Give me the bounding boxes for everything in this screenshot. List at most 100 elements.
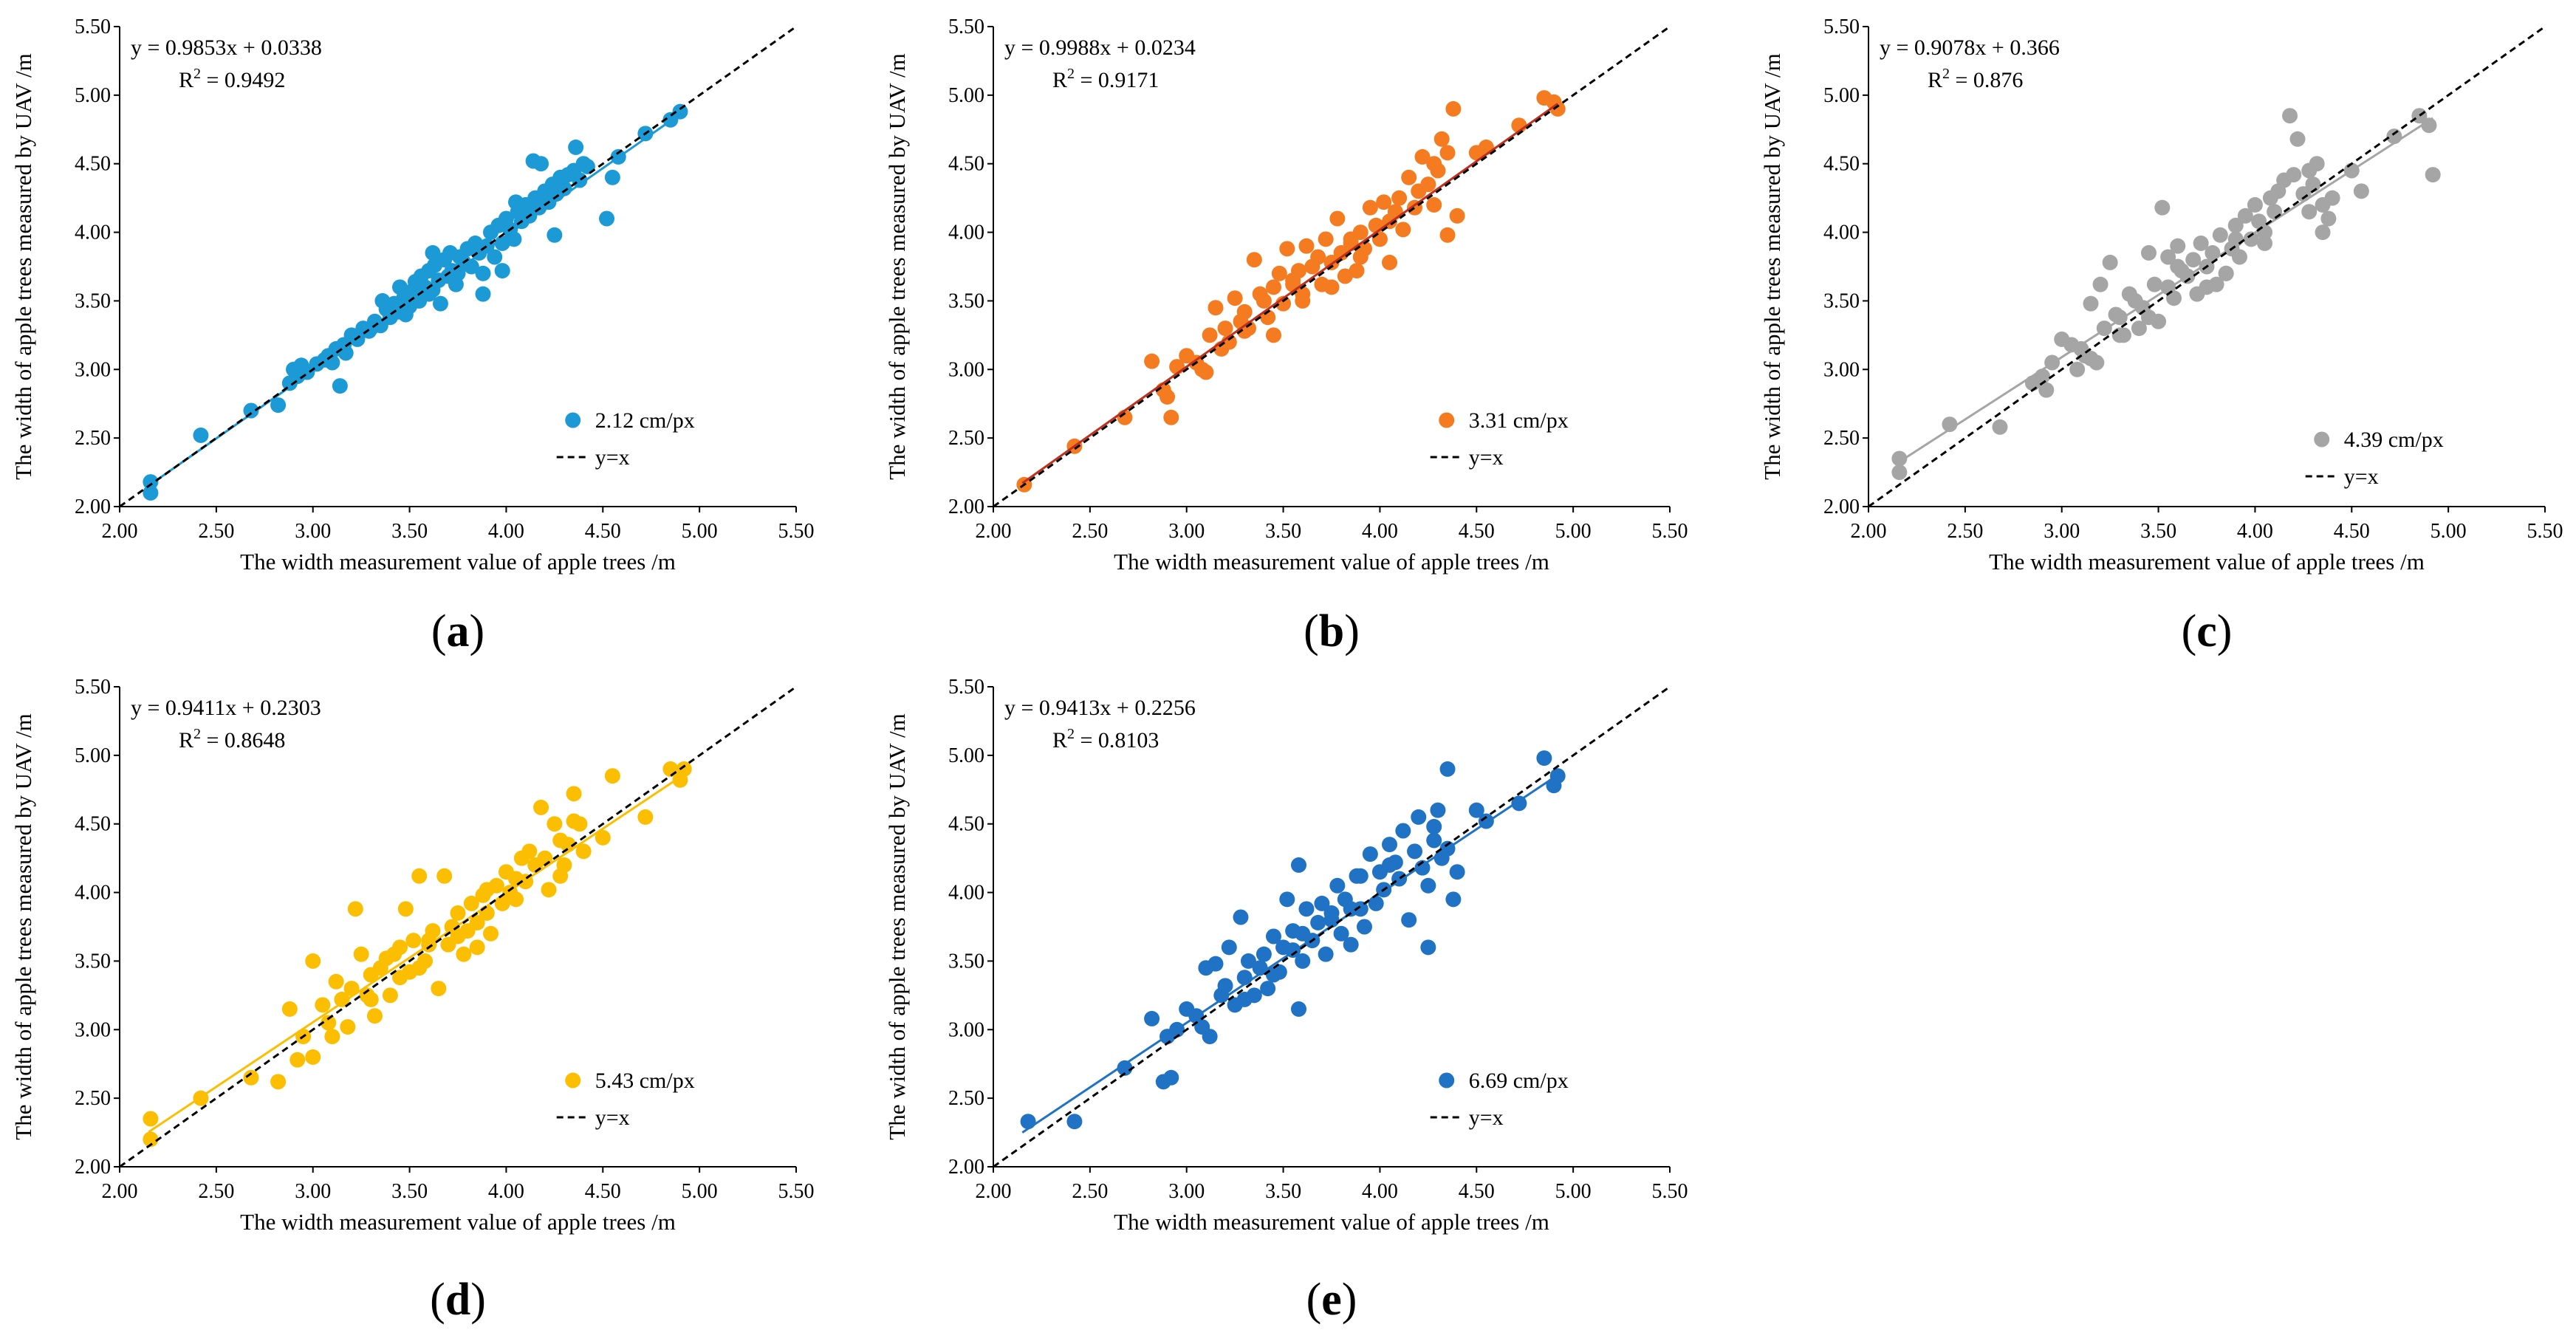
- data-point: [270, 397, 287, 414]
- y-tick-label: 3.00: [1823, 358, 1860, 381]
- data-point: [508, 194, 524, 210]
- data-point: [363, 991, 379, 1007]
- x-tick-label: 3.50: [391, 520, 428, 543]
- data-point: [391, 970, 408, 986]
- x-axis-title: The width measurement value of apple tre…: [1989, 549, 2425, 575]
- legend-identity-label: y=x: [1469, 1105, 1504, 1130]
- legend-marker: [1439, 412, 1455, 428]
- y-tick-label: 2.50: [948, 1087, 984, 1110]
- data-point: [431, 981, 447, 997]
- data-point: [1279, 891, 1295, 908]
- data-point: [475, 265, 491, 281]
- data-point: [469, 939, 485, 956]
- data-point: [1352, 249, 1368, 265]
- y-tick-label: 4.00: [75, 882, 111, 905]
- data-point: [411, 276, 428, 292]
- data-point: [243, 1069, 259, 1086]
- data-point: [1198, 364, 1214, 380]
- y-tick-label: 4.50: [75, 153, 111, 176]
- data-point: [2353, 183, 2369, 199]
- panel-label-letter: b: [1319, 606, 1344, 656]
- data-point: [2205, 244, 2221, 261]
- legend-marker: [1439, 1072, 1455, 1088]
- chart-panel-d: 2.00 2.50 3.00 3.50 4.00 4.50 5.00 5.50 2.00 2.50…: [10, 676, 815, 1325]
- data-point: [450, 905, 466, 921]
- panel-label-letter: c: [2196, 606, 2217, 656]
- data-point: [391, 939, 408, 956]
- r-squared-label: R2 = 0.9492: [179, 66, 285, 92]
- data-point: [405, 933, 422, 949]
- y-tick-label: 3.00: [75, 1018, 111, 1041]
- data-point: [193, 427, 209, 443]
- x-tick-label: 4.50: [585, 520, 621, 543]
- data-point: [2286, 167, 2302, 183]
- data-point: [2247, 196, 2263, 213]
- r-squared-symbol: R: [179, 68, 193, 92]
- data-point: [143, 474, 159, 490]
- y-tick-label: 4.00: [1823, 222, 1860, 244]
- identity-line: [119, 25, 797, 508]
- data-point: [525, 153, 541, 169]
- data-point: [1265, 327, 1281, 343]
- regression-line: [1021, 774, 1559, 1134]
- data-point: [1256, 946, 1272, 962]
- data-point: [2421, 117, 2437, 134]
- data-point: [475, 286, 491, 302]
- data-point: [494, 263, 510, 279]
- data-point: [1449, 864, 1465, 880]
- r-squared-value: = 0.876: [1950, 68, 2023, 92]
- data-point: [2170, 258, 2186, 275]
- data-point: [2193, 235, 2209, 251]
- panel-label-close: ): [470, 606, 485, 656]
- data-point: [1318, 231, 1334, 247]
- data-point: [1256, 292, 1272, 309]
- y-tick-label: 4.50: [948, 813, 984, 836]
- r-squared-symbol: R: [1052, 728, 1067, 752]
- data-point: [566, 786, 582, 802]
- data-point: [1420, 939, 1436, 956]
- data-point: [1382, 837, 1398, 853]
- data-point: [506, 231, 522, 247]
- data-point: [1426, 832, 1442, 848]
- r-squared-symbol: R: [1052, 68, 1067, 92]
- data-point: [143, 484, 159, 501]
- x-tick-label: 5.00: [1555, 520, 1592, 543]
- data-point: [450, 928, 466, 944]
- identity-line: [993, 25, 1671, 508]
- data-point: [1368, 217, 1384, 233]
- data-point: [1310, 914, 1326, 930]
- y-tick-label: 4.50: [1823, 153, 1860, 176]
- y-tick-label: 5.00: [948, 744, 984, 767]
- r-squared-label: R2 = 0.876: [1928, 66, 2023, 92]
- y-tick-label: 2.50: [75, 427, 111, 450]
- legend-series-label: 6.69 cm/px: [1469, 1069, 1569, 1093]
- data-point: [1217, 978, 1233, 994]
- data-point: [343, 981, 360, 997]
- data-point: [382, 987, 398, 1004]
- data-point: [1163, 409, 1179, 425]
- data-point: [1407, 843, 1423, 860]
- data-point: [1236, 304, 1253, 320]
- data-point: [556, 857, 572, 873]
- y-tick-label: 2.00: [948, 1156, 984, 1179]
- panel-label-letter: d: [445, 1275, 470, 1325]
- y-tick-label: 4.00: [948, 222, 984, 244]
- x-tick-label: 3.00: [2044, 520, 2080, 543]
- data-point: [1362, 199, 1378, 216]
- y-tick-label: 2.50: [75, 1087, 111, 1110]
- x-tick-label: 5.00: [1555, 1180, 1592, 1203]
- panel-label-open: (: [431, 606, 447, 656]
- data-point: [469, 914, 485, 930]
- y-tick-label: 3.00: [75, 358, 111, 381]
- panel-label: (e): [1306, 1275, 1357, 1325]
- data-point: [1217, 320, 1233, 337]
- panel-label-close: ): [1342, 1275, 1357, 1325]
- x-tick-label: 2.50: [198, 1180, 234, 1203]
- data-point: [2425, 167, 2441, 183]
- y-axis-title: The width of apple trees measured by UAV…: [10, 713, 36, 1139]
- data-point: [508, 891, 524, 908]
- data-point: [2386, 128, 2402, 145]
- x-tick-label: 2.50: [198, 520, 234, 543]
- data-point: [347, 901, 363, 917]
- data-point: [1271, 265, 1287, 281]
